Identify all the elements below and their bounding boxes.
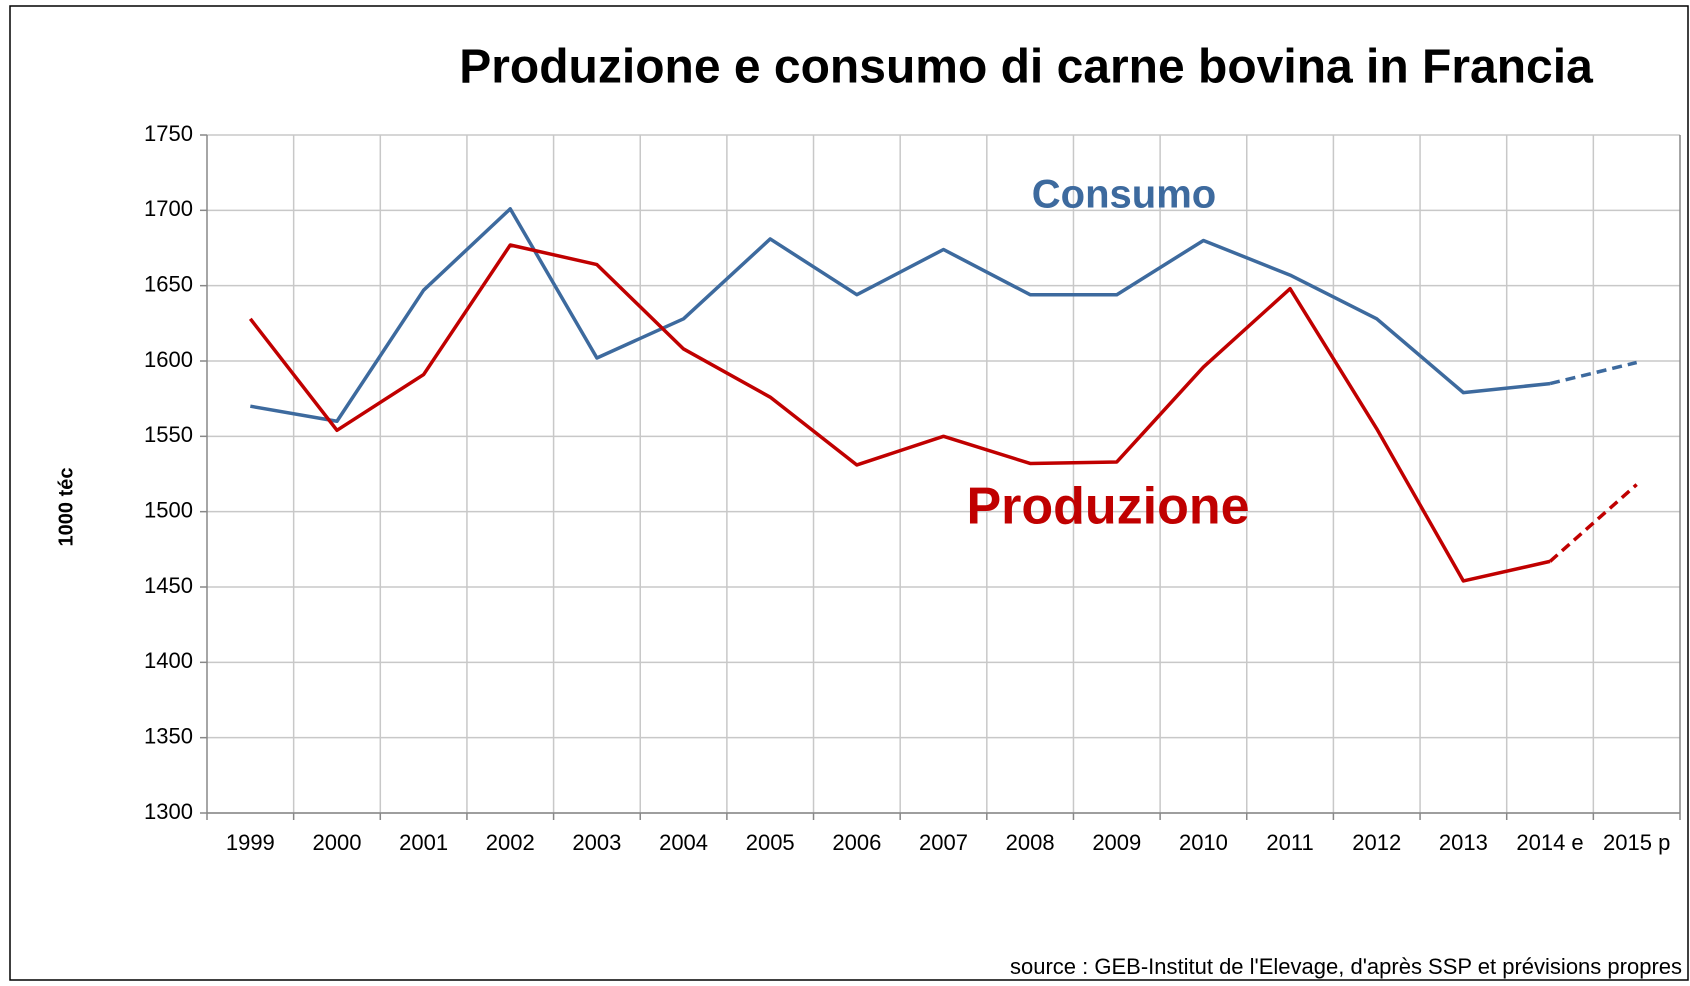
x-tick-label: 2009 <box>1092 830 1141 855</box>
x-tick-label: 2006 <box>832 830 881 855</box>
x-tick-label: 2008 <box>1006 830 1055 855</box>
x-tick-label: 2015 p <box>1603 830 1670 855</box>
x-tick-label: 2005 <box>746 830 795 855</box>
series-line-projection <box>1548 483 1638 563</box>
y-tick-label: 1750 <box>144 121 193 146</box>
y-tick-label: 1500 <box>144 497 193 522</box>
x-tick-label: 2013 <box>1439 830 1488 855</box>
x-tick-label: 2000 <box>312 830 361 855</box>
y-tick-label: 1550 <box>144 422 193 447</box>
y-tick-label: 1400 <box>144 648 193 673</box>
x-tick-label: 2010 <box>1179 830 1228 855</box>
y-tick-label: 1650 <box>144 271 193 296</box>
source-note: source : GEB-Institut de l'Elevage, d'ap… <box>1010 954 1682 979</box>
y-axis-label: 1000 téc <box>55 468 77 547</box>
x-tick-label: 2012 <box>1352 830 1401 855</box>
series-line <box>250 207 1551 424</box>
x-tick-label: 2003 <box>572 830 621 855</box>
y-tick-label: 1450 <box>144 573 193 598</box>
y-tick-label: 1600 <box>144 347 193 372</box>
series-line <box>248 243 1551 583</box>
y-tick-label: 1700 <box>144 196 193 221</box>
series-annotation: Produzione <box>966 478 1249 536</box>
series-annotation: Consumo <box>1032 173 1216 217</box>
x-tick-label: 2014 e <box>1516 830 1583 855</box>
x-tick-label: 2007 <box>919 830 968 855</box>
frame <box>9 5 1689 981</box>
x-tick-label: 2004 <box>659 830 708 855</box>
y-tick-label: 1300 <box>144 799 193 824</box>
x-tick-label: 2001 <box>399 830 448 855</box>
x-tick-label: 2011 <box>1266 830 1313 855</box>
x-tick-label: 2002 <box>486 830 535 855</box>
chart-title: Produzione e consumo di carne bovina in … <box>459 41 1593 94</box>
x-tick-label: 1999 <box>226 830 275 855</box>
y-tick-label: 1350 <box>144 723 193 748</box>
